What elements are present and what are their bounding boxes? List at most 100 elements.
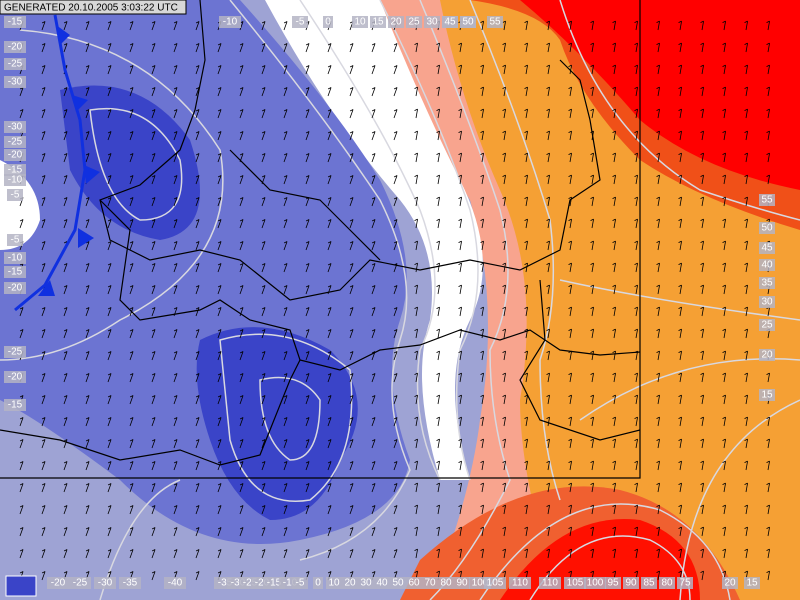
wind-arrow-head	[217, 263, 222, 266]
wind-arrow	[151, 131, 156, 141]
wind-arrow-head	[414, 174, 418, 177]
wind-arrow-head	[41, 109, 46, 112]
wind-arrow	[701, 549, 704, 559]
wind-arrow	[239, 351, 244, 361]
wind-arrow	[635, 21, 638, 31]
wind-arrow-head	[480, 350, 484, 353]
wind-arrow-head	[173, 219, 178, 222]
wind-arrow	[107, 153, 112, 163]
wind-arrow	[481, 483, 484, 493]
wind-arrow-head	[371, 483, 376, 486]
wind-arrow	[195, 571, 200, 581]
wind-arrow	[305, 263, 310, 273]
contour-label: 80	[440, 578, 452, 589]
wind-arrow-head	[590, 240, 594, 243]
wind-arrow	[745, 285, 748, 295]
contour-label: -15	[8, 165, 23, 176]
wind-arrow	[547, 131, 550, 141]
wind-arrow	[679, 527, 682, 537]
wind-arrow-head	[458, 130, 462, 133]
wind-arrow-head	[85, 21, 90, 24]
wind-arrow	[415, 109, 418, 119]
contour-label: -15	[8, 400, 23, 411]
wind-arrow-head	[195, 153, 200, 156]
wind-arrow	[745, 65, 748, 75]
wind-arrow	[525, 395, 528, 405]
wind-arrow	[151, 351, 156, 361]
wind-arrow-head	[217, 329, 222, 332]
wind-arrow-head	[656, 86, 660, 89]
wind-arrow-head	[19, 109, 24, 112]
wind-arrow-head	[41, 527, 46, 530]
label-box	[4, 399, 26, 411]
wind-arrow	[613, 153, 616, 163]
wind-arrow	[745, 549, 748, 559]
wind-arrow	[701, 241, 704, 251]
wind-arrow-head	[41, 483, 46, 486]
wind-arrow	[173, 219, 178, 229]
wind-arrow-head	[195, 527, 200, 530]
wind-arrow	[107, 395, 112, 405]
wind-arrow	[657, 197, 660, 207]
wind-arrow	[569, 417, 572, 427]
isoline	[379, 0, 479, 481]
wind-arrow-head	[63, 461, 68, 464]
wind-arrow-head	[502, 218, 506, 221]
contour-label: -30	[8, 77, 23, 88]
wind-arrow	[679, 505, 682, 515]
wind-arrow	[591, 307, 594, 317]
wind-arrow-head	[129, 461, 134, 464]
wind-arrow-head	[195, 373, 200, 376]
wind-arrow	[525, 241, 528, 251]
wind-arrow	[437, 197, 440, 207]
wind-arrow-head	[41, 505, 46, 508]
wind-arrow	[261, 65, 266, 75]
wind-arrow-head	[151, 461, 156, 464]
wind-arrow-head	[414, 196, 418, 199]
wind-arrow-head	[393, 417, 398, 420]
wind-arrow	[745, 351, 748, 361]
wind-arrow	[349, 65, 354, 75]
label-box	[584, 577, 606, 589]
wind-arrow	[371, 197, 376, 207]
wind-arrow	[591, 43, 594, 53]
wind-arrow-head	[283, 373, 288, 376]
wind-arrow	[217, 395, 222, 405]
wind-arrow	[217, 87, 222, 97]
wind-arrow-head	[173, 21, 178, 24]
wind-arrow-head	[414, 570, 418, 573]
wind-arrow	[217, 219, 222, 229]
wind-arrow	[679, 241, 682, 251]
wind-arrow-head	[393, 571, 398, 574]
wind-arrow	[701, 87, 704, 97]
contour-label: 20	[344, 578, 356, 589]
wind-arrow-head	[327, 241, 332, 244]
wind-arrow-head	[436, 42, 440, 45]
wind-arrow-head	[239, 527, 244, 530]
wind-arrow-head	[634, 152, 638, 155]
wind-arrow-head	[612, 130, 616, 133]
wind-arrow-head	[283, 87, 288, 90]
wind-arrow-head	[634, 526, 638, 529]
wind-arrow-head	[568, 526, 572, 529]
wind-arrow-head	[634, 460, 638, 463]
wind-arrow-head	[107, 109, 112, 112]
wind-arrow-head	[349, 439, 354, 442]
wind-arrow	[701, 131, 704, 141]
wind-arrow	[349, 197, 354, 207]
wind-arrow	[173, 43, 178, 53]
wind-arrow-head	[305, 373, 310, 376]
wind-arrow-head	[239, 417, 244, 420]
contour-label: 95	[607, 578, 619, 589]
wind-arrow-head	[722, 262, 726, 265]
label-box	[759, 319, 775, 331]
wind-arrow-head	[371, 439, 376, 442]
wind-arrow	[107, 505, 112, 515]
wind-arrow	[679, 131, 682, 141]
wind-arrow	[503, 109, 506, 119]
wind-arrow	[657, 219, 660, 229]
wind-arrow	[129, 461, 134, 471]
wind-arrow	[437, 505, 440, 515]
wind-arrow-head	[173, 439, 178, 442]
wind-arrow-head	[261, 461, 266, 464]
